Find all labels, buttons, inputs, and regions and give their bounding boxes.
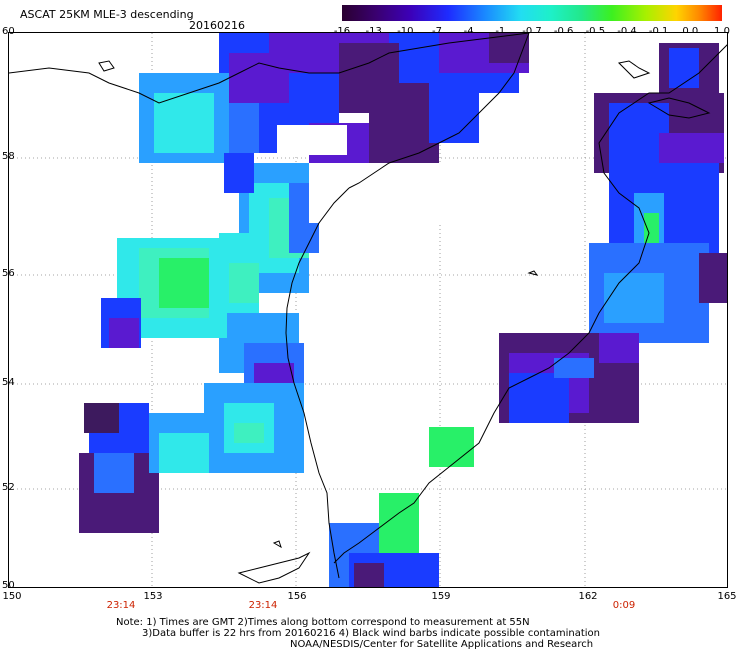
coastline-segment	[272, 540, 282, 549]
lon-label-162: 162	[578, 591, 598, 602]
lat-label-50: 50	[2, 580, 15, 591]
time-label-2: 23:14	[248, 600, 278, 611]
lat-label-60: 60	[2, 26, 15, 37]
coastline-segment	[527, 270, 539, 276]
colorbar-tick-label: -16	[334, 26, 350, 36]
wind-cell	[489, 33, 529, 63]
time-label-1: 23:14	[106, 600, 136, 611]
lat-label-56: 56	[2, 268, 15, 279]
lat-label-54: 54	[2, 377, 15, 388]
wind-cell	[509, 373, 569, 423]
wind-cell	[659, 133, 724, 163]
data-gap	[277, 125, 347, 155]
colorbar-tick-label: -0.1	[649, 26, 669, 36]
coastline-segment	[348, 33, 530, 189]
note-line-3: NOAA/NESDIS/Center for Satellite Applica…	[290, 639, 594, 650]
coastline-segment	[333, 44, 727, 564]
wind-cell	[109, 318, 139, 348]
product-date: 20160216	[189, 19, 245, 32]
wind-cell	[154, 93, 214, 153]
colorbar-tick-label: -10	[397, 26, 413, 36]
wind-cell	[429, 427, 474, 467]
data-gap	[309, 163, 469, 223]
lon-label-159: 159	[431, 591, 451, 602]
wind-cell	[159, 258, 209, 308]
colorbar-tick-label: -0.4	[617, 26, 637, 36]
coastline-segment	[237, 551, 311, 584]
colorbar-tick-label: -0.6	[554, 26, 574, 36]
wind-cell	[429, 73, 479, 143]
coastline-segment	[9, 33, 530, 104]
lon-label-156: 156	[287, 591, 307, 602]
coastline-segment	[647, 97, 711, 119]
wind-cell	[229, 263, 259, 303]
colorbar-tick-label: -1	[495, 26, 505, 36]
lon-label-153: 153	[143, 591, 163, 602]
time-label-3: 0:09	[612, 600, 636, 611]
colorbar-tick-label: 0.0	[682, 26, 698, 36]
colorbar-tick-label: 1.0	[714, 26, 730, 36]
wind-cell	[669, 48, 699, 88]
coastline	[9, 33, 727, 584]
wind-cell	[699, 253, 727, 303]
lat-label-58: 58	[2, 151, 15, 162]
colorbar-tick-label: -0.7	[522, 26, 542, 36]
coastline-segment	[98, 60, 115, 72]
wind-cell	[604, 273, 664, 323]
wind-cell	[234, 423, 264, 443]
note-line-1: Note: 1) Times are GMT 2)Times along bot…	[116, 617, 530, 628]
wind-cell	[354, 563, 384, 587]
colorbar-gradient	[342, 5, 722, 21]
wind-cell	[224, 153, 254, 193]
colorbar-tick-label: -4	[464, 26, 474, 36]
lat-label-52: 52	[2, 482, 15, 493]
colorbar-tick-label: -0.5	[586, 26, 606, 36]
wind-cell	[159, 433, 209, 473]
colorbar-tick-label: -13	[365, 26, 381, 36]
wind-cell	[94, 453, 134, 493]
map-panel	[8, 32, 728, 588]
wind-swaths	[79, 33, 727, 587]
map-canvas	[9, 33, 727, 587]
lon-label-165: 165	[717, 591, 737, 602]
wind-cell	[84, 403, 119, 433]
wind-cell	[554, 358, 594, 378]
coastline-segment	[617, 60, 651, 79]
wind-cell	[229, 53, 289, 103]
coastline-segment	[285, 187, 350, 579]
lon-label-150: 150	[2, 591, 22, 602]
note-line-2: 3)Data buffer is 22 hrs from 20160216 4)…	[142, 628, 600, 639]
product-title: ASCAT 25KM MLE-3 descending	[20, 8, 194, 21]
colorbar: -16 -13 -10 -7 -4 -1 -0.7 -0.6 -0.5 -0.4 -0.1 0.0 1.…	[334, 5, 730, 36]
colorbar-tick-label: -7	[432, 26, 442, 36]
wind-cell	[599, 333, 639, 363]
wind-cell	[369, 113, 439, 163]
